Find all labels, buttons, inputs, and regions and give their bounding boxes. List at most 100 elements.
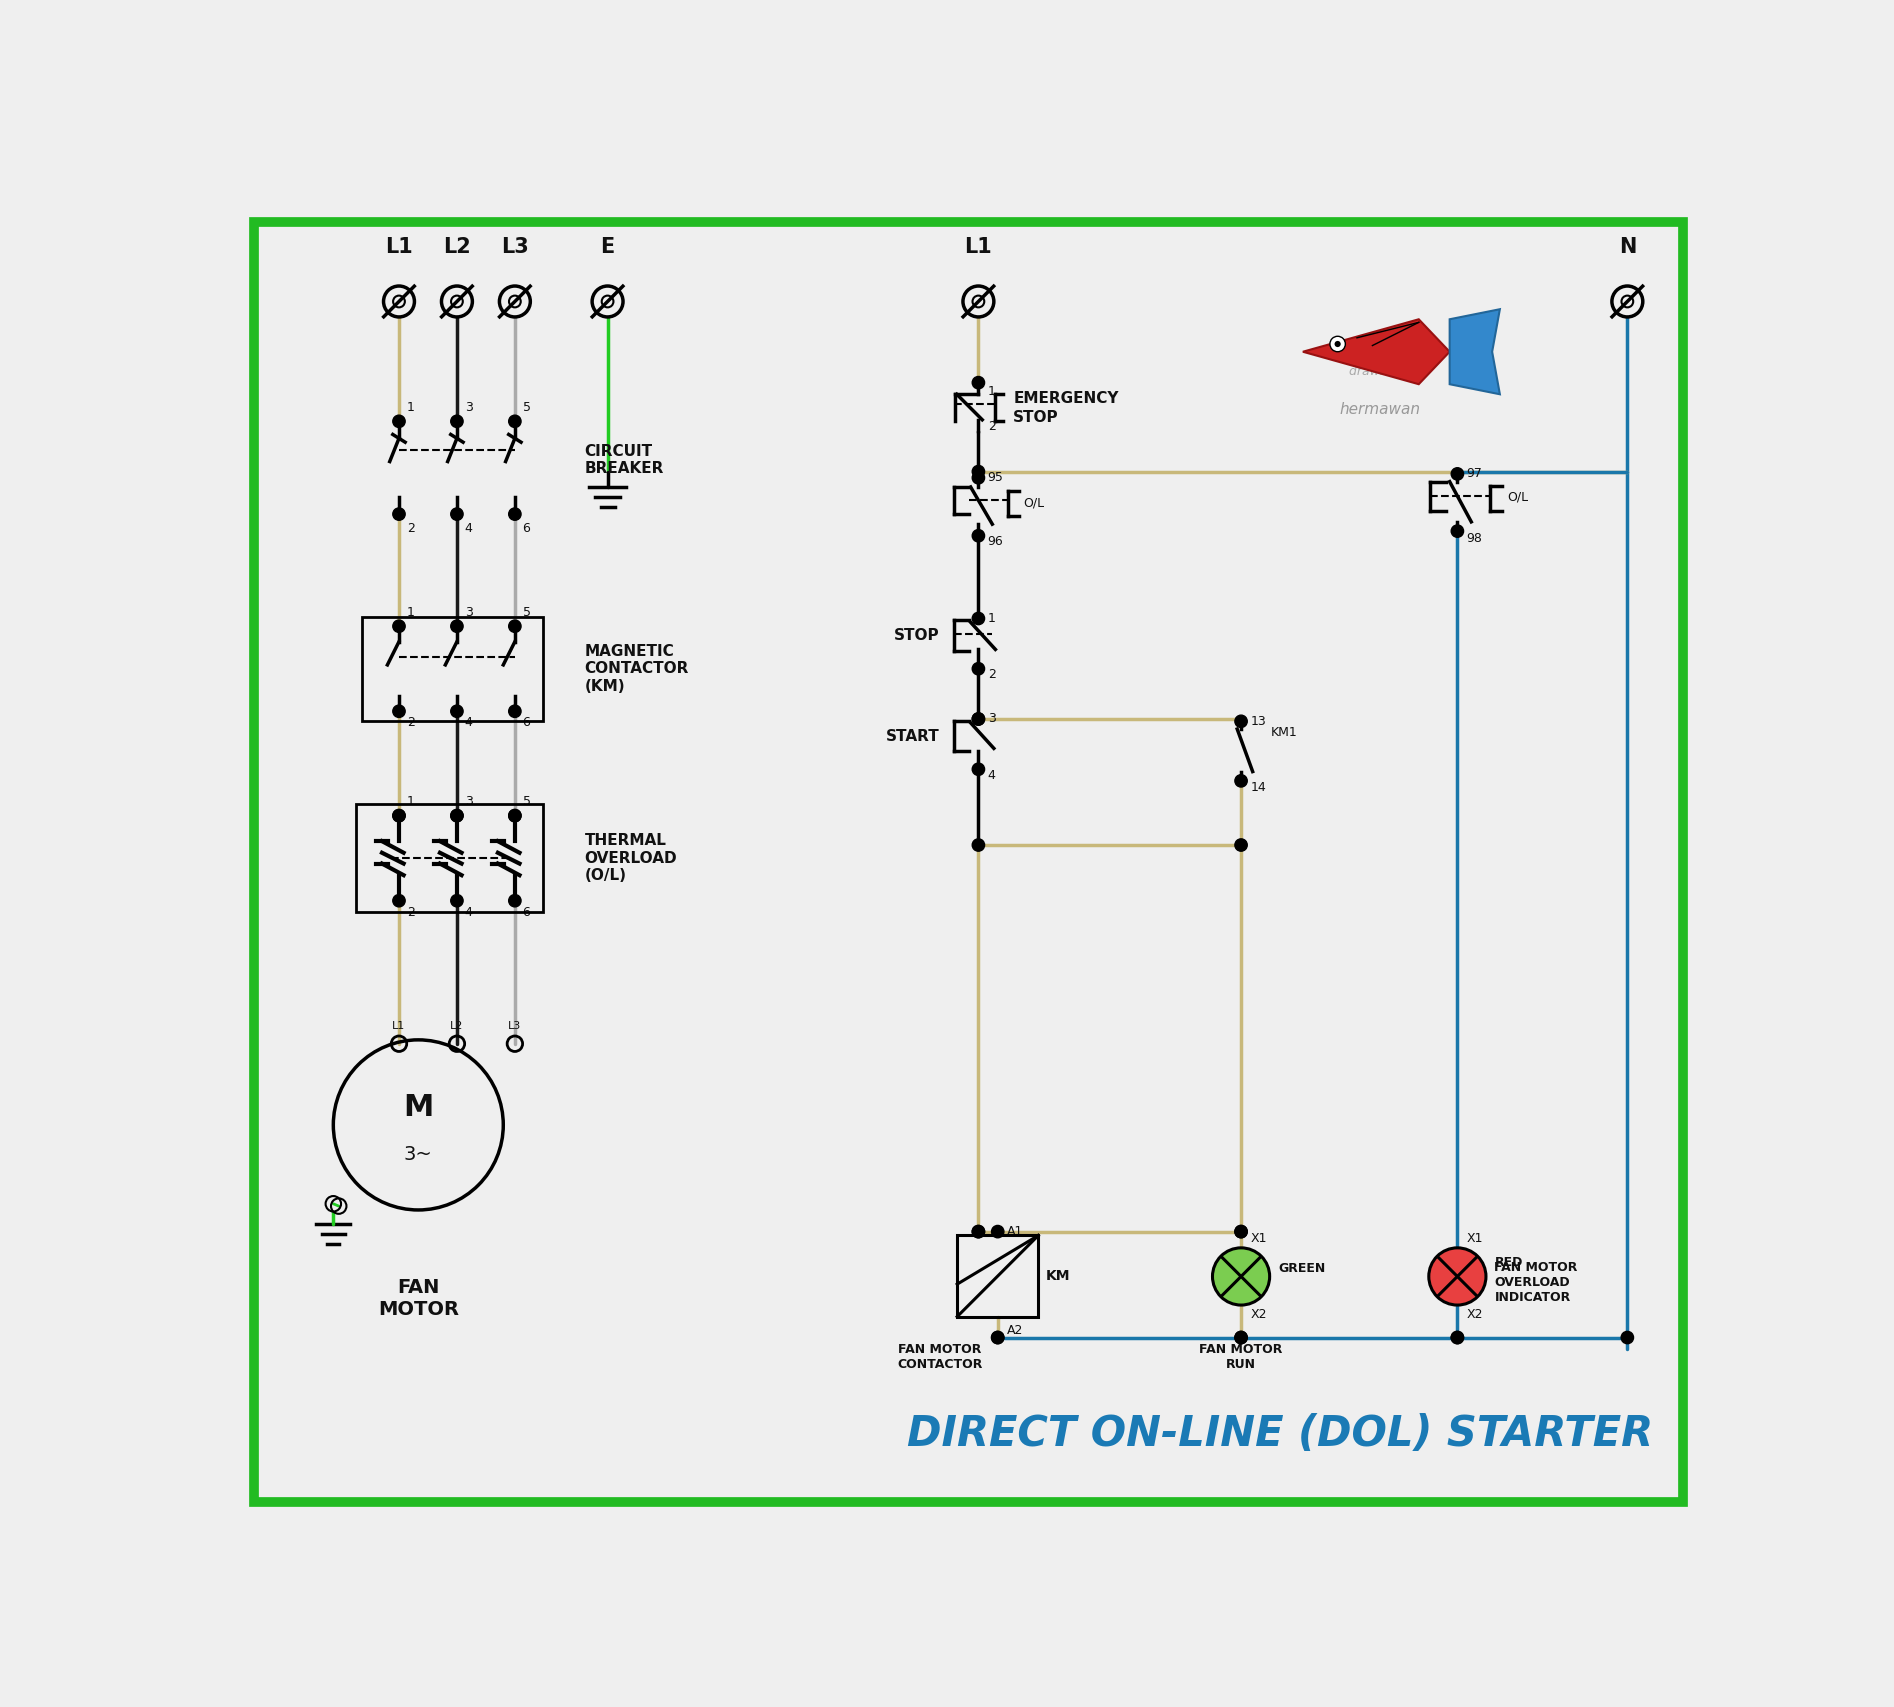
Circle shape: [392, 705, 405, 717]
Text: 4: 4: [987, 768, 996, 782]
Circle shape: [509, 809, 521, 821]
Circle shape: [972, 377, 985, 389]
Text: FAN MOTOR
OVERLOAD
INDICATOR: FAN MOTOR OVERLOAD INDICATOR: [1494, 1261, 1578, 1304]
Circle shape: [1212, 1248, 1269, 1306]
Circle shape: [1330, 336, 1345, 352]
Text: 3: 3: [464, 795, 472, 807]
Polygon shape: [1449, 309, 1500, 394]
Circle shape: [1428, 1248, 1487, 1306]
Text: START: START: [886, 729, 939, 744]
Circle shape: [1451, 1331, 1464, 1343]
Circle shape: [1451, 468, 1464, 480]
Text: 5: 5: [523, 606, 530, 620]
Text: X2: X2: [1466, 1308, 1483, 1321]
Circle shape: [992, 1226, 1004, 1238]
Circle shape: [972, 613, 985, 625]
Text: 97: 97: [1466, 468, 1483, 480]
Circle shape: [992, 1331, 1004, 1343]
Circle shape: [1451, 526, 1464, 538]
Circle shape: [972, 1226, 985, 1238]
Text: L3: L3: [508, 1021, 521, 1031]
Circle shape: [509, 509, 521, 521]
Text: 2: 2: [407, 522, 415, 534]
Circle shape: [392, 620, 405, 632]
Text: X2: X2: [1250, 1308, 1267, 1321]
Text: X1: X1: [1466, 1232, 1483, 1244]
Circle shape: [451, 894, 464, 906]
Text: N: N: [1619, 237, 1636, 258]
Text: STOP: STOP: [894, 628, 939, 644]
Text: M: M: [403, 1094, 434, 1123]
Text: FAN
MOTOR: FAN MOTOR: [377, 1279, 458, 1320]
Polygon shape: [1303, 319, 1449, 384]
Text: O/L: O/L: [1023, 497, 1044, 509]
Text: X1: X1: [1250, 1232, 1267, 1244]
Text: A1: A1: [1008, 1226, 1023, 1238]
Text: 2: 2: [407, 906, 415, 918]
Circle shape: [972, 662, 985, 674]
Text: CIRCUIT
BREAKER: CIRCUIT BREAKER: [585, 444, 663, 476]
Text: 1: 1: [987, 386, 996, 398]
Circle shape: [972, 466, 985, 478]
Text: L1: L1: [964, 237, 992, 258]
Text: 1: 1: [407, 401, 415, 413]
Text: 4: 4: [464, 717, 472, 729]
Circle shape: [1235, 1226, 1248, 1238]
Text: 6: 6: [523, 522, 530, 534]
Circle shape: [509, 894, 521, 906]
Bar: [362, 616, 544, 720]
Circle shape: [451, 509, 464, 521]
Circle shape: [1235, 715, 1248, 727]
Text: GREEN: GREEN: [1278, 1261, 1326, 1275]
Text: 6: 6: [523, 906, 530, 918]
Text: A2: A2: [1008, 1325, 1023, 1337]
Circle shape: [972, 471, 985, 485]
Text: 6: 6: [523, 717, 530, 729]
Circle shape: [1235, 1226, 1248, 1238]
Text: 2: 2: [987, 669, 996, 681]
Text: KM: KM: [1045, 1270, 1070, 1284]
Circle shape: [972, 714, 985, 725]
Text: 4: 4: [464, 906, 472, 918]
Circle shape: [392, 415, 405, 427]
Text: 2: 2: [987, 420, 996, 434]
Circle shape: [1235, 1331, 1248, 1343]
Text: 3: 3: [987, 712, 996, 725]
Text: KM1: KM1: [1271, 727, 1297, 739]
Circle shape: [392, 809, 405, 821]
Text: hermawan: hermawan: [1339, 403, 1420, 417]
Text: 4: 4: [464, 522, 472, 534]
Text: DIRECT ON-LINE (DOL) STARTER: DIRECT ON-LINE (DOL) STARTER: [907, 1413, 1653, 1454]
Text: FAN MOTOR
CONTACTOR: FAN MOTOR CONTACTOR: [898, 1343, 983, 1371]
Text: STOP: STOP: [1013, 410, 1059, 425]
Text: 98: 98: [1466, 533, 1483, 545]
Text: 5: 5: [523, 401, 530, 413]
Text: O/L: O/L: [1508, 490, 1528, 504]
Text: drawn by:: drawn by:: [1349, 365, 1411, 377]
Circle shape: [392, 894, 405, 906]
Text: 14: 14: [1250, 780, 1265, 794]
Text: 3: 3: [464, 606, 472, 620]
Circle shape: [1235, 1331, 1248, 1343]
Circle shape: [972, 529, 985, 541]
Text: 96: 96: [987, 536, 1004, 548]
Circle shape: [451, 809, 464, 821]
Text: RED: RED: [1494, 1256, 1523, 1268]
Text: 5: 5: [523, 795, 530, 807]
Circle shape: [509, 705, 521, 717]
Circle shape: [992, 1331, 1004, 1343]
Circle shape: [1235, 838, 1248, 852]
Circle shape: [451, 620, 464, 632]
Text: 13: 13: [1250, 715, 1265, 727]
Circle shape: [509, 809, 521, 821]
Text: E: E: [600, 237, 616, 258]
Text: THERMAL
OVERLOAD
(O/L): THERMAL OVERLOAD (O/L): [585, 833, 676, 883]
Text: L3: L3: [502, 237, 528, 258]
Text: 3: 3: [464, 401, 472, 413]
Text: MAGNETIC
CONTACTOR
(KM): MAGNETIC CONTACTOR (KM): [585, 644, 689, 693]
Circle shape: [972, 714, 985, 725]
Circle shape: [451, 705, 464, 717]
Bar: [956, 1236, 1038, 1316]
Text: 2: 2: [407, 717, 415, 729]
Text: L2: L2: [443, 237, 472, 258]
